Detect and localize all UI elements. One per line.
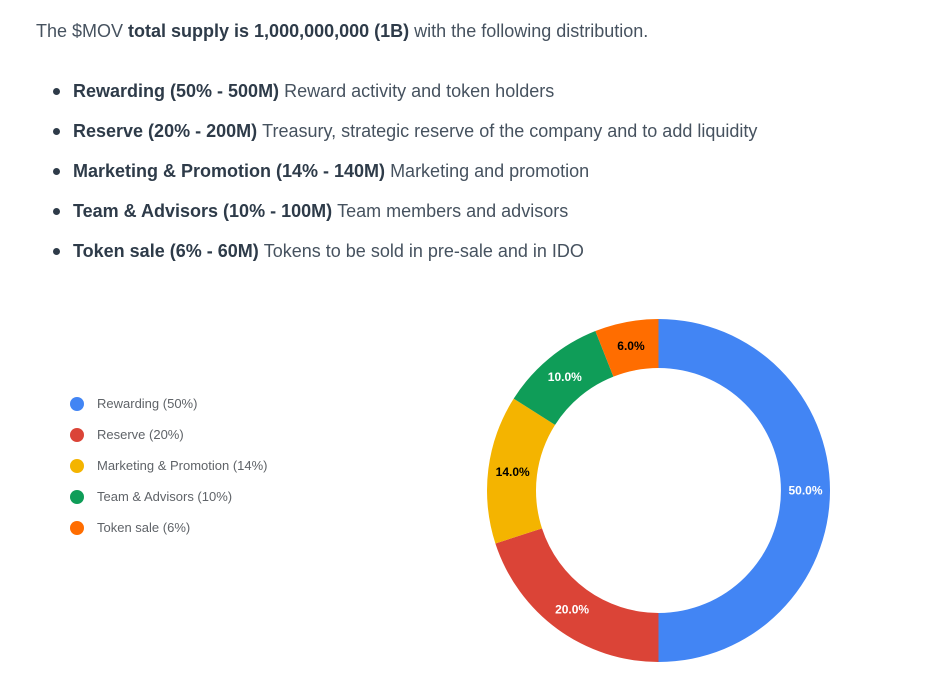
legend-item-marketing: Marketing & Promotion (14%) <box>70 450 268 481</box>
bullet-dot-icon <box>53 207 60 215</box>
bullet-desc: Treasury, strategic reserve of the compa… <box>262 120 758 141</box>
legend-label: Team & Advisors (10%) <box>97 489 233 504</box>
list-item-marketing: Marketing & Promotion (14% - 140M) Marke… <box>36 151 757 191</box>
bullet-desc: Tokens to be sold in pre-sale and in IDO <box>263 240 584 261</box>
bullet-term: Rewarding (50% - 500M) <box>73 80 280 101</box>
bullet-dot-icon <box>53 167 60 175</box>
bullet-term: Token sale (6% - 60M) <box>73 240 259 261</box>
intro-prefix: The $MOV <box>36 21 129 41</box>
intro-paragraph: The $MOV total supply is 1,000,000,000 (… <box>36 18 648 45</box>
intro-suffix: with the following distribution. <box>409 21 649 41</box>
distribution-list: Rewarding (50% - 500M) Reward activity a… <box>36 71 757 271</box>
legend-swatch-icon <box>70 520 84 535</box>
legend-label: Reserve (20%) <box>97 427 184 442</box>
slice-label: 14.0% <box>496 465 530 479</box>
list-item-reserve: Reserve (20% - 200M) Treasury, strategic… <box>36 111 757 151</box>
list-item-token-sale: Token sale (6% - 60M) Tokens to be sold … <box>36 231 757 271</box>
bullet-term: Marketing & Promotion (14% - 140M) <box>73 160 386 181</box>
slice-label: 20.0% <box>555 602 589 616</box>
slice-rewarding <box>658 319 830 662</box>
slice-label: 6.0% <box>617 339 645 353</box>
legend-item-team: Team & Advisors (10%) <box>70 481 268 512</box>
chart-legend: Rewarding (50%) Reserve (20%) Marketing … <box>70 388 268 543</box>
legend-label: Token sale (6%) <box>97 520 191 535</box>
legend-swatch-icon <box>70 427 84 442</box>
bullet-dot-icon <box>53 87 60 95</box>
legend-label: Rewarding (50%) <box>97 396 198 411</box>
legend-label: Marketing & Promotion (14%) <box>97 458 268 473</box>
slice-reserve <box>495 528 659 662</box>
intro-bold: total supply is 1,000,000,000 (1B) <box>128 21 410 41</box>
slice-team-advisors <box>513 331 614 425</box>
slice-label: 50.0% <box>788 484 822 498</box>
legend-swatch-icon <box>70 489 84 504</box>
bullet-term: Reserve (20% - 200M) <box>73 120 258 141</box>
legend-item-token-sale: Token sale (6%) <box>70 512 268 543</box>
slice-label: 10.0% <box>548 370 582 384</box>
bullet-dot-icon <box>53 247 60 255</box>
slice-token-sale <box>595 319 659 377</box>
list-item-team: Team & Advisors (10% - 100M) Team member… <box>36 191 757 231</box>
slice-marketing-promotion <box>486 398 556 544</box>
legend-swatch-icon <box>70 396 84 411</box>
list-item-rewarding: Rewarding (50% - 500M) Reward activity a… <box>36 71 757 111</box>
bullet-term: Team & Advisors (10% - 100M) <box>73 200 333 221</box>
legend-swatch-icon <box>70 458 84 473</box>
bullet-dot-icon <box>53 127 60 135</box>
bullet-desc: Marketing and promotion <box>390 160 590 181</box>
legend-item-rewarding: Rewarding (50%) <box>70 388 268 419</box>
legend-item-reserve: Reserve (20%) <box>70 419 268 450</box>
bullet-desc: Team members and advisors <box>337 200 569 221</box>
bullet-desc: Reward activity and token holders <box>284 80 555 101</box>
